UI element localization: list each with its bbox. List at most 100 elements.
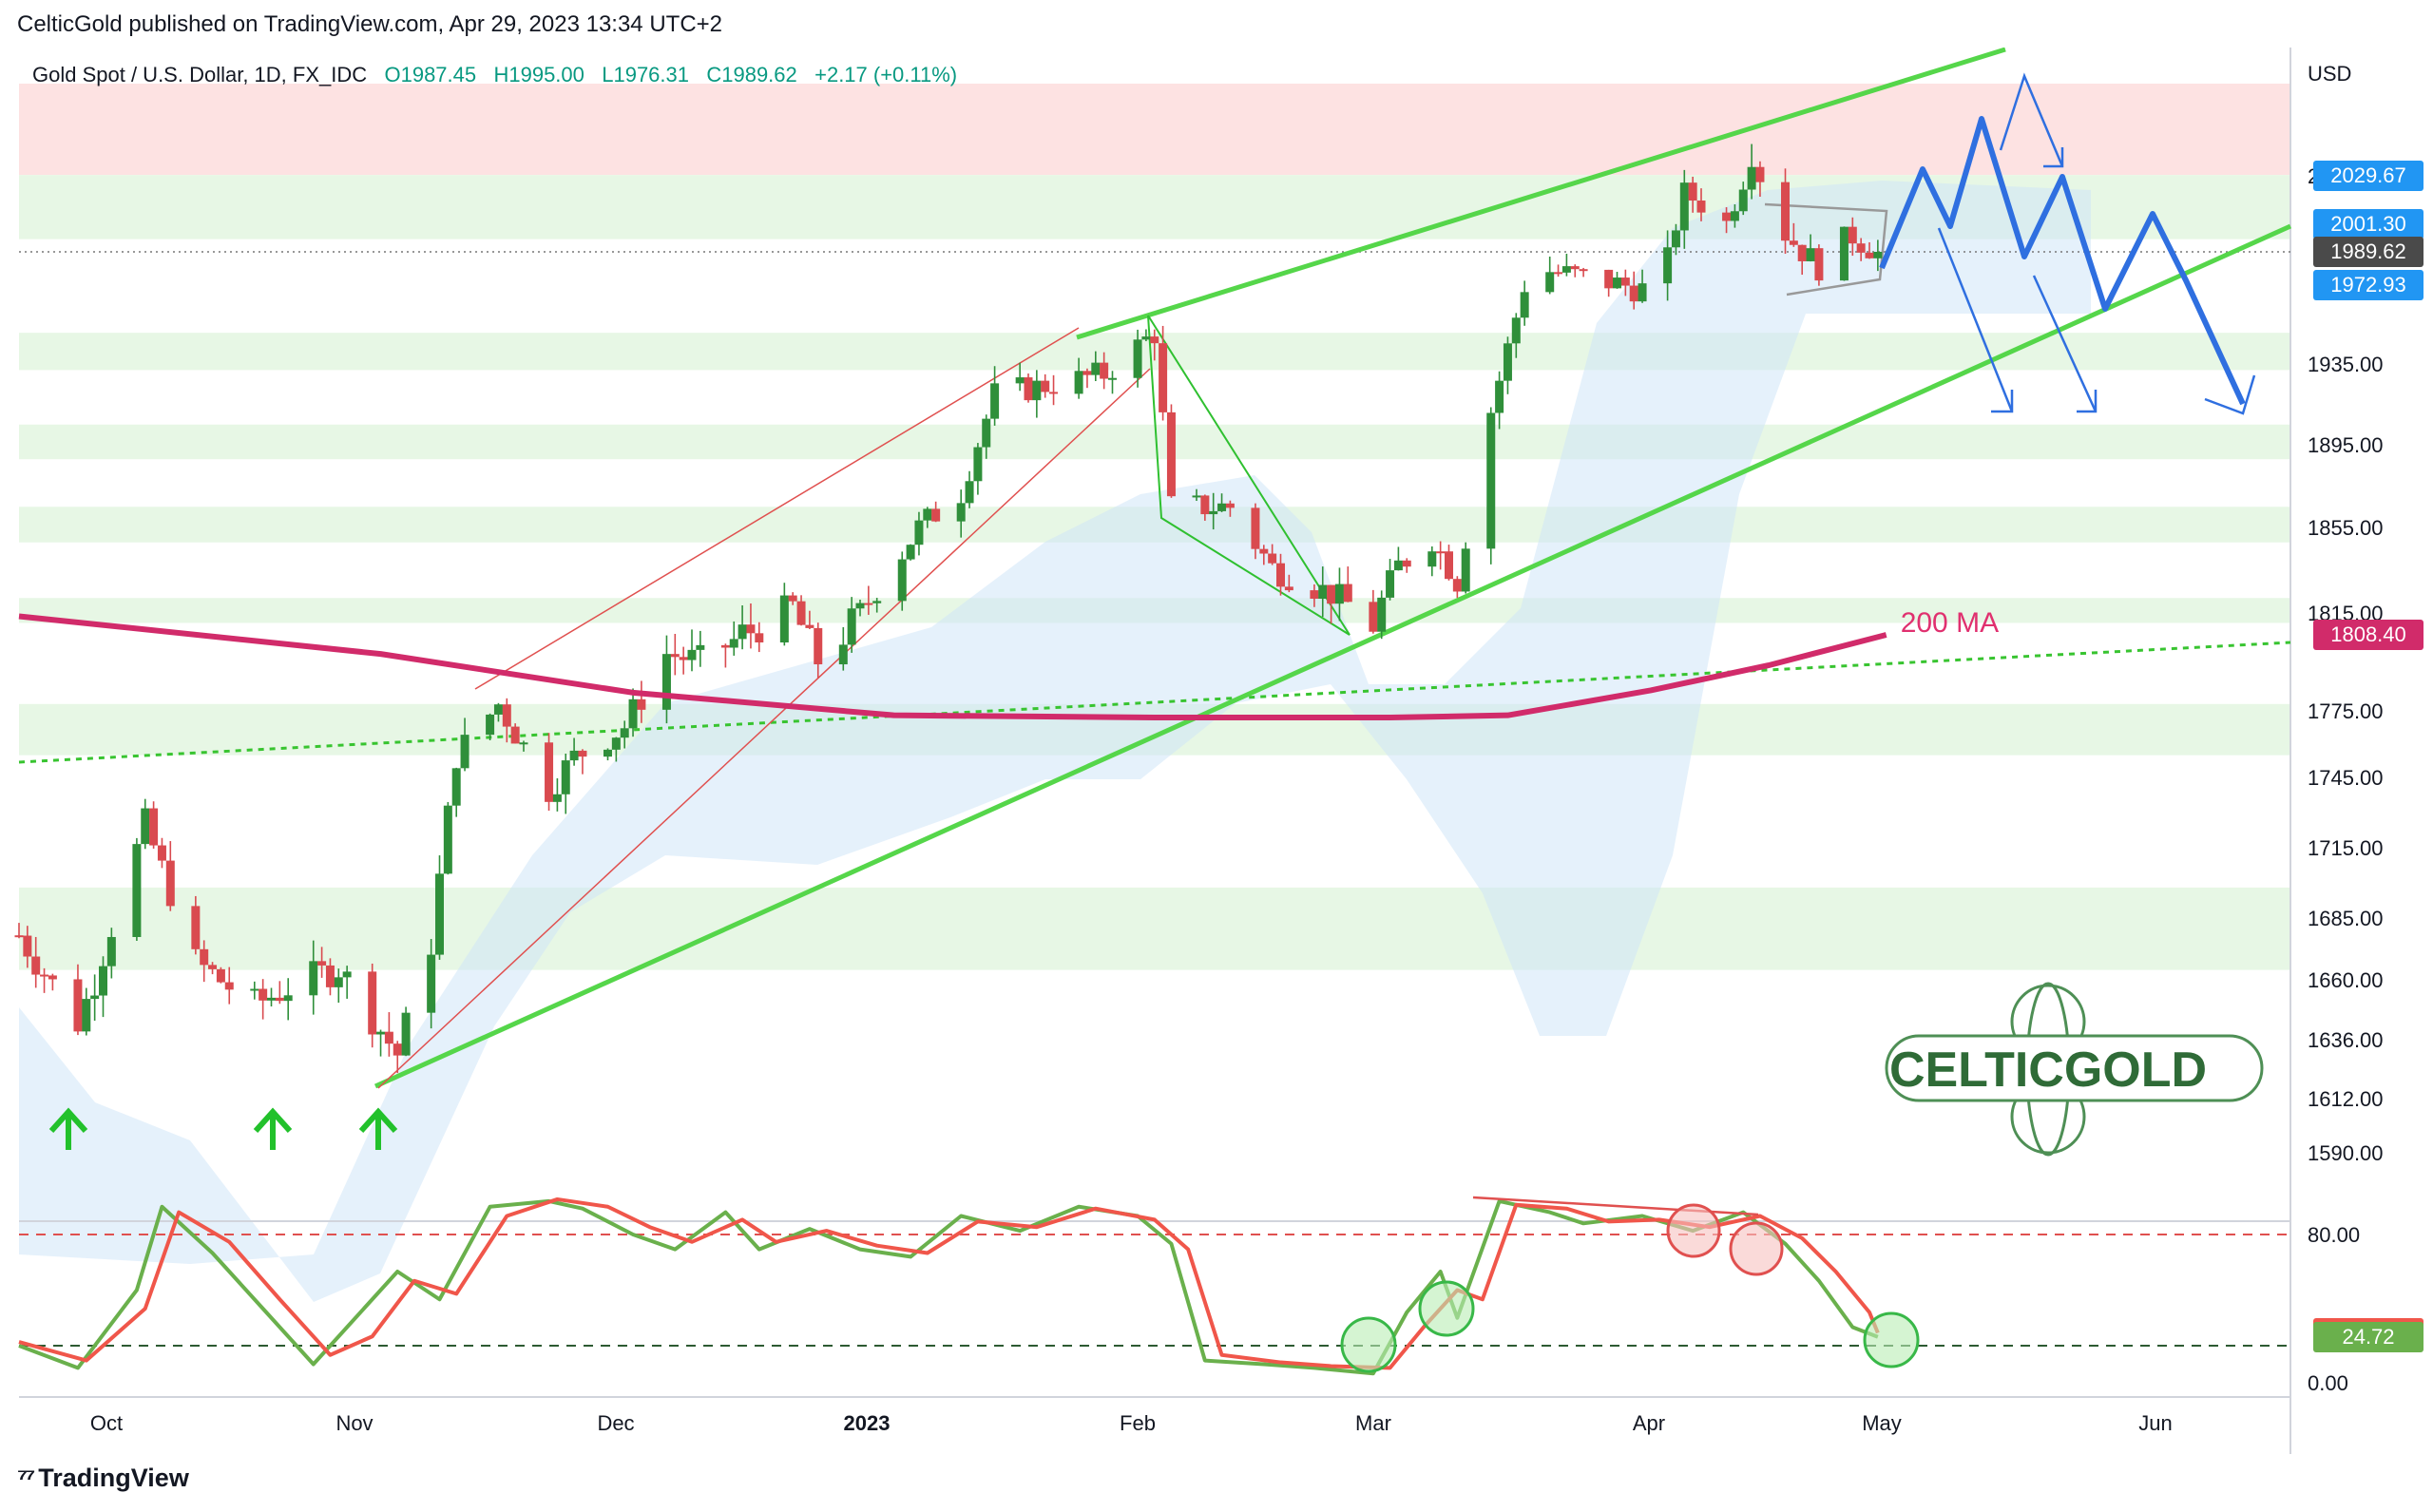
candle	[1806, 234, 1815, 262]
candle-body	[670, 654, 680, 658]
candle-body	[342, 971, 352, 978]
close-value: C1989.62	[706, 63, 797, 86]
candle	[1579, 267, 1588, 278]
candle-body	[99, 966, 107, 996]
candle-body	[1638, 283, 1647, 302]
tradingview-brand[interactable]: ⁷⁷ TradingView	[17, 1464, 189, 1493]
price-tick: 1636.00	[2308, 1028, 2384, 1052]
candle	[1738, 182, 1748, 216]
time-axis: Oct Nov Dec 2023 Feb Mar Apr May Jun	[19, 1396, 2290, 1435]
candle	[1445, 545, 1453, 581]
candle	[603, 748, 612, 761]
candle	[1722, 207, 1732, 234]
candle-body	[1259, 548, 1269, 554]
time-tick: Jun	[2138, 1411, 2172, 1435]
candle-body	[1738, 189, 1748, 212]
stoch-tick: 0.00	[2308, 1371, 2348, 1395]
candle	[1015, 362, 1025, 392]
candle-body	[510, 726, 520, 744]
candle	[1839, 226, 1849, 281]
candle-body	[561, 760, 570, 794]
candle	[1873, 239, 1883, 272]
dotted-trendline	[18, 641, 2291, 764]
candle	[1545, 256, 1555, 295]
candle-body	[443, 805, 452, 874]
candle-body	[216, 968, 225, 983]
candle-body	[1024, 377, 1033, 401]
candle	[1511, 313, 1521, 358]
candle-body	[393, 1043, 402, 1056]
price-chart[interactable]: 200 MA USD 2029.67 1935.00 1895.00 1855.00 18…	[0, 48, 2433, 1454]
candle	[637, 680, 646, 723]
price-tick: 1612.00	[2308, 1087, 2384, 1111]
candle	[1091, 351, 1101, 382]
candle-body	[486, 714, 495, 736]
candle	[1613, 272, 1621, 289]
candle-body	[376, 1031, 386, 1035]
candle-body	[637, 699, 646, 710]
candle-body	[23, 935, 32, 957]
candle	[1427, 546, 1437, 577]
candle-body	[1873, 252, 1883, 258]
price-tick: 1685.00	[2308, 907, 2384, 930]
candle	[1848, 217, 1857, 257]
logo-banner	[1885, 1034, 2264, 1102]
candle	[435, 855, 444, 960]
candle-body	[1074, 371, 1083, 394]
time-tick: Mar	[1355, 1411, 1391, 1435]
candle-body	[1604, 269, 1614, 289]
candle-body	[1225, 503, 1235, 508]
symbol-name: Gold Spot / U.S. Dollar, 1D, FX_IDC	[32, 63, 368, 86]
candle-body	[746, 624, 756, 634]
price-label-tag: 2029.67	[2313, 161, 2423, 191]
price-tick: 1745.00	[2308, 766, 2384, 790]
candle-body	[569, 750, 579, 761]
candle-body	[1377, 597, 1387, 632]
candle	[973, 443, 983, 495]
candle	[1814, 244, 1824, 286]
change-value: +2.17 (+0.11%)	[814, 63, 958, 86]
candle	[31, 936, 41, 988]
candle	[1781, 168, 1790, 255]
candle	[1343, 566, 1352, 603]
candle	[670, 633, 680, 676]
candle	[720, 643, 730, 668]
candle-body	[872, 601, 882, 603]
candle	[393, 1041, 402, 1074]
time-tick: 2023	[844, 1411, 891, 1435]
time-tick: Nov	[335, 1411, 373, 1435]
candle	[493, 702, 503, 722]
candle-body	[1789, 240, 1798, 245]
candle-body	[729, 639, 738, 648]
candle-body	[368, 971, 377, 1035]
candle-body	[1100, 362, 1109, 379]
price-label-tag: 1808.40	[2313, 620, 2423, 650]
candle-body	[1865, 252, 1874, 258]
candle	[1334, 567, 1344, 622]
candle-body	[451, 768, 461, 806]
candle-body	[805, 624, 814, 628]
candle-body	[149, 808, 159, 846]
candle-body	[1671, 230, 1680, 248]
candle	[486, 713, 495, 741]
channel-lower	[374, 223, 2292, 1089]
candle-body	[1730, 211, 1739, 221]
price-tick: 1775.00	[2308, 699, 2384, 723]
candle-body	[1613, 278, 1621, 289]
price-axis: USD2029.671935.001895.001855.001815.0017…	[2308, 62, 2384, 1395]
candle-body	[545, 742, 554, 802]
candle-body	[1495, 380, 1504, 413]
candle	[982, 414, 991, 459]
candle-body	[1276, 563, 1285, 587]
candle	[1268, 544, 1277, 565]
candle-body	[435, 873, 444, 955]
candle	[687, 629, 697, 672]
stoch-d-line	[18, 1196, 1880, 1370]
forecast-arrow-down	[2032, 275, 2098, 412]
candle	[746, 603, 756, 649]
candle	[738, 605, 747, 650]
candle-body	[1284, 586, 1293, 591]
candle-body	[1041, 380, 1050, 392]
candle-body	[755, 633, 764, 643]
candle-body	[1166, 411, 1176, 497]
